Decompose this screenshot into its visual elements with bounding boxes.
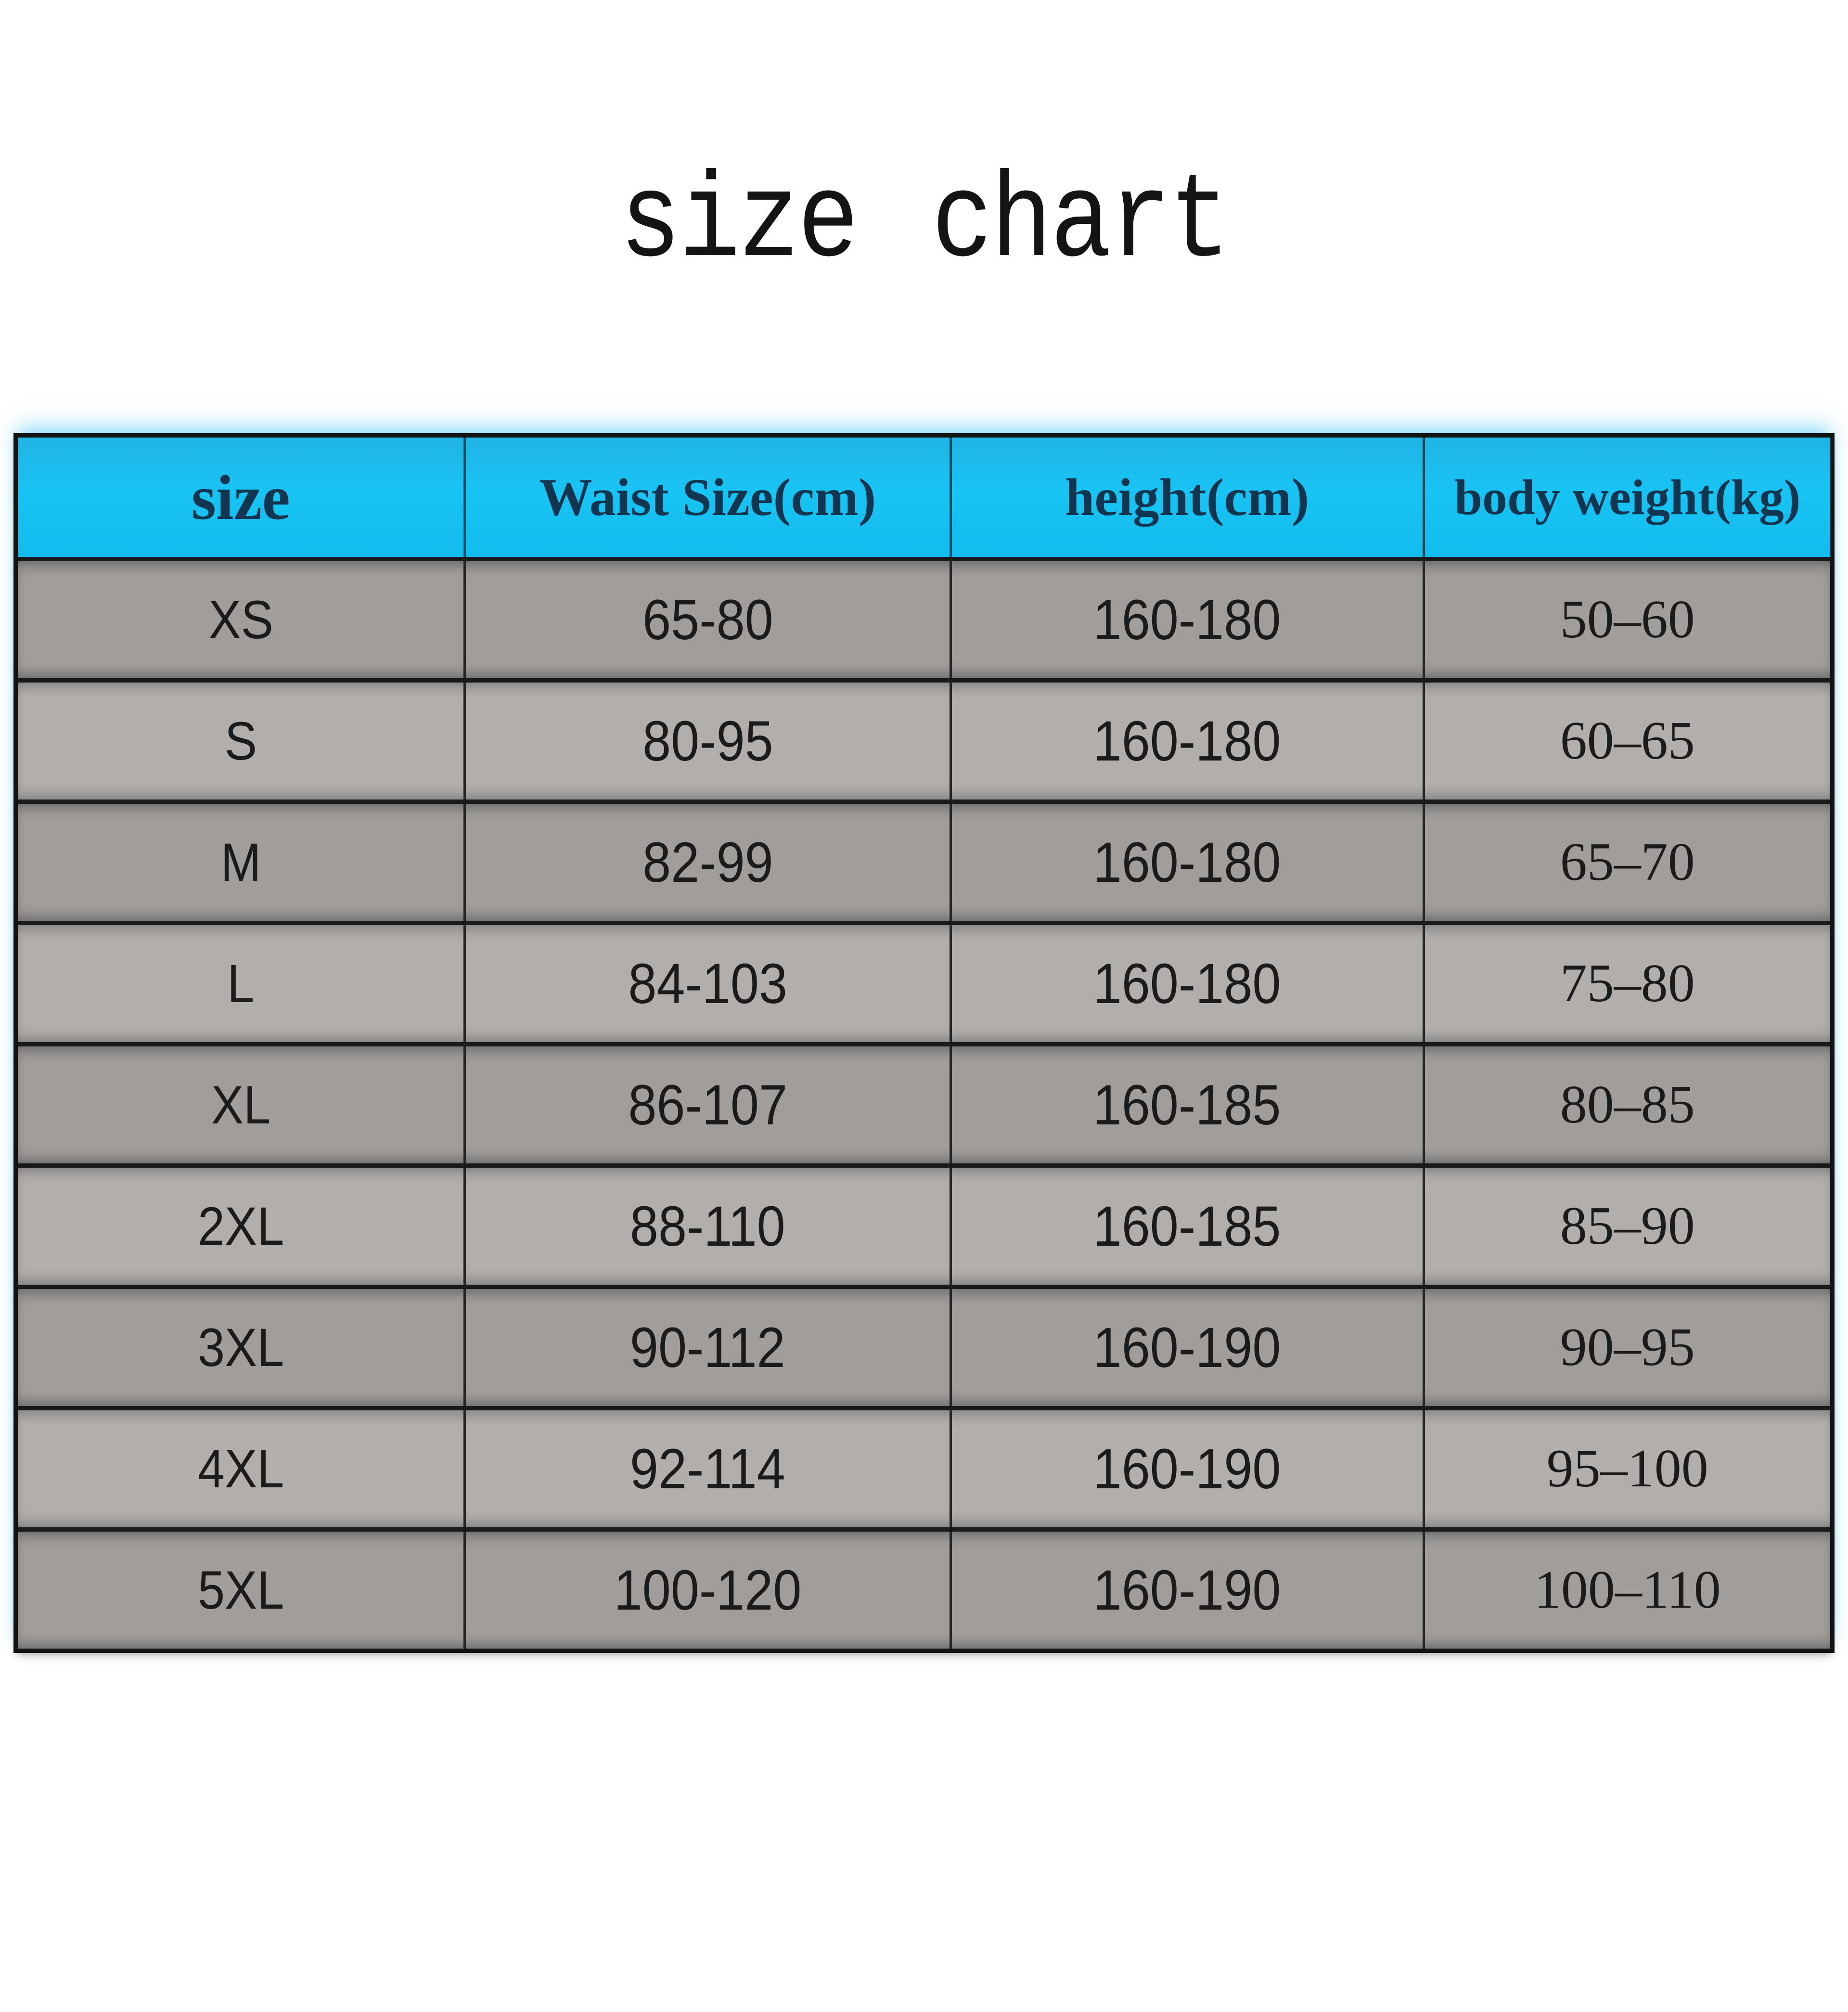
cell-size: M	[18, 804, 463, 921]
height-value: 160-180	[1093, 952, 1281, 1016]
size-value: M	[220, 832, 261, 892]
cell-size: XS	[18, 561, 463, 678]
cell-weight: 100–110	[1422, 1532, 1830, 1649]
cell-height: 160-180	[949, 683, 1423, 800]
column-header-waist: Waist Size(cm)	[463, 438, 949, 557]
weight-value: 50–60	[1560, 590, 1695, 649]
height-value: 160-190	[1093, 1316, 1281, 1380]
height-value: 160-180	[1093, 830, 1281, 894]
table-row-s: S 80-95 160-180 60–65	[18, 678, 1830, 800]
column-header-height-label: height(cm)	[1065, 467, 1309, 527]
size-value: XL	[211, 1075, 270, 1135]
weight-value: 95–100	[1546, 1439, 1708, 1498]
column-header-height: height(cm)	[949, 438, 1423, 557]
cell-size: S	[18, 683, 463, 800]
weight-value: 85–90	[1560, 1196, 1695, 1256]
column-header-weight: body weight(kg)	[1422, 438, 1830, 557]
table-row-4xl: 4XL 92-114 160-190 95–100	[18, 1406, 1830, 1527]
cell-waist: 65-80	[463, 561, 949, 678]
cell-waist: 100-120	[463, 1532, 949, 1649]
cell-waist: 80-95	[463, 683, 949, 800]
size-value: 3XL	[197, 1317, 284, 1378]
column-header-size: size	[18, 438, 463, 557]
table-row-m: M 82-99 160-180 65–70	[18, 800, 1830, 921]
height-value: 160-180	[1093, 588, 1281, 652]
weight-value: 90–95	[1560, 1317, 1695, 1377]
cell-waist: 90-112	[463, 1289, 949, 1406]
size-value: 5XL	[197, 1560, 284, 1620]
cell-waist: 92-114	[463, 1410, 949, 1527]
height-value: 160-190	[1093, 1437, 1281, 1501]
table-row-xs: XS 65-80 160-180 50–60	[18, 557, 1830, 678]
cell-height: 160-190	[949, 1289, 1423, 1406]
cell-weight: 95–100	[1422, 1410, 1830, 1527]
weight-value: 65–70	[1560, 832, 1695, 892]
table-row-xl: XL 86-107 160-185 80–85	[18, 1042, 1830, 1163]
cell-height: 160-185	[949, 1168, 1423, 1285]
cell-waist: 84-103	[463, 925, 949, 1042]
height-value: 160-185	[1093, 1194, 1281, 1258]
cell-weight: 75–80	[1422, 925, 1830, 1042]
weight-value: 60–65	[1560, 711, 1695, 771]
column-header-size-label: size	[191, 462, 290, 533]
size-chart-table: size Waist Size(cm) height(cm) body weig…	[13, 433, 1835, 1653]
size-value: 2XL	[197, 1196, 284, 1256]
height-value: 160-190	[1093, 1558, 1281, 1622]
table-row-5xl: 5XL 100-120 160-190 100–110	[18, 1527, 1830, 1649]
waist-value: 80-95	[642, 709, 773, 773]
size-value: 4XL	[197, 1439, 284, 1499]
cell-size: 2XL	[18, 1168, 463, 1285]
cell-size: XL	[18, 1046, 463, 1163]
waist-value: 84-103	[628, 952, 787, 1016]
table-row-2xl: 2XL 88-110 160-185 85–90	[18, 1163, 1830, 1285]
weight-value: 80–85	[1560, 1075, 1695, 1135]
cell-size: 3XL	[18, 1289, 463, 1406]
waist-value: 90-112	[630, 1316, 785, 1380]
table-row-l: L 84-103 160-180 75–80	[18, 921, 1830, 1042]
cell-weight: 80–85	[1422, 1046, 1830, 1163]
size-value: L	[227, 954, 255, 1014]
waist-value: 82-99	[642, 830, 773, 894]
table-row-3xl: 3XL 90-112 160-190 90–95	[18, 1285, 1830, 1406]
waist-value: 88-110	[630, 1194, 785, 1258]
page-title: size chart	[0, 164, 1848, 284]
cell-size: 4XL	[18, 1410, 463, 1527]
waist-value: 86-107	[628, 1073, 787, 1137]
column-header-weight-label: body weight(kg)	[1454, 469, 1801, 525]
cell-waist: 82-99	[463, 804, 949, 921]
height-value: 160-180	[1093, 709, 1281, 773]
cell-height: 160-180	[949, 925, 1423, 1042]
cell-height: 160-180	[949, 804, 1423, 921]
size-value: S	[224, 711, 257, 771]
cell-weight: 85–90	[1422, 1168, 1830, 1285]
waist-value: 100-120	[614, 1558, 802, 1622]
cell-weight: 60–65	[1422, 683, 1830, 800]
cell-size: L	[18, 925, 463, 1042]
cell-size: 5XL	[18, 1532, 463, 1649]
weight-value: 100–110	[1534, 1560, 1721, 1620]
cell-height: 160-190	[949, 1532, 1423, 1649]
size-value: XS	[208, 590, 273, 650]
cell-weight: 90–95	[1422, 1289, 1830, 1406]
table-header-row: size Waist Size(cm) height(cm) body weig…	[18, 438, 1830, 557]
waist-value: 65-80	[642, 588, 773, 652]
cell-weight: 65–70	[1422, 804, 1830, 921]
page-title-text: size chart	[619, 155, 1231, 292]
waist-value: 92-114	[630, 1437, 785, 1501]
column-header-waist-label: Waist Size(cm)	[539, 467, 876, 527]
cell-waist: 88-110	[463, 1168, 949, 1285]
cell-height: 160-190	[949, 1410, 1423, 1527]
weight-value: 75–80	[1560, 954, 1695, 1013]
cell-weight: 50–60	[1422, 561, 1830, 678]
cell-waist: 86-107	[463, 1046, 949, 1163]
cell-height: 160-185	[949, 1046, 1423, 1163]
cell-height: 160-180	[949, 561, 1423, 678]
height-value: 160-185	[1093, 1073, 1281, 1137]
